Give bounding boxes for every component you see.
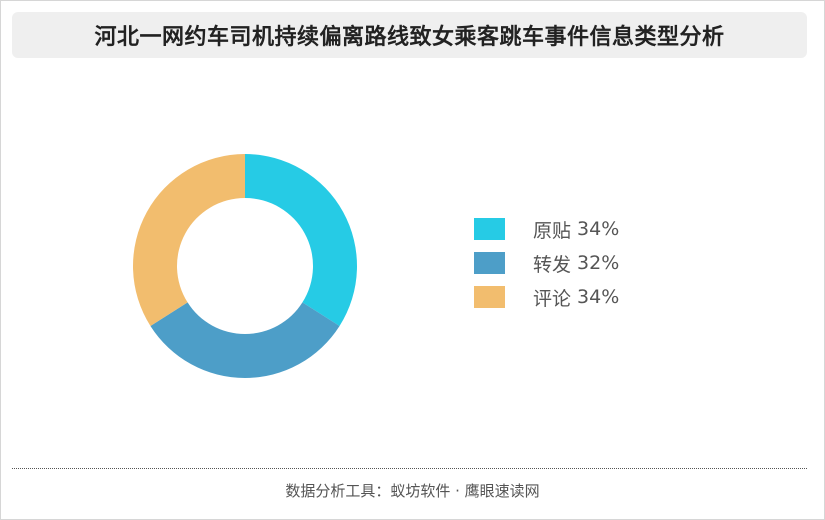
chart-legend: 原贴 34% 转发 32% 评论 34% — [474, 212, 619, 314]
legend-value-repost: 32% — [577, 252, 620, 274]
donut-slices — [133, 154, 357, 378]
donut-slice-original — [245, 154, 357, 327]
legend-item-original: 原贴 34% — [474, 212, 619, 246]
legend-label-comment: 评论 — [533, 287, 572, 310]
donut-slice-repost — [150, 302, 340, 378]
footer-divider — [12, 468, 807, 469]
legend-swatch-original — [474, 218, 505, 240]
legend-swatch-repost — [474, 252, 505, 274]
legend-item-comment: 评论 34% — [474, 280, 619, 314]
legend-item-repost: 转发 32% — [474, 246, 619, 280]
legend-label-original: 原贴 — [533, 219, 572, 242]
legend-value-original: 34% — [577, 218, 620, 240]
donut-slice-comment — [133, 154, 245, 327]
legend-value-comment: 34% — [577, 286, 620, 308]
legend-label-repost: 转发 — [533, 253, 572, 276]
title-bar: 河北一网约车司机持续偏离路线致女乘客跳车事件信息类型分析 — [12, 12, 807, 58]
legend-swatch-comment — [474, 286, 505, 308]
footer-source: 数据分析工具：蚁坊软件 · 鹰眼速读网 — [285, 482, 540, 500]
chart-title: 河北一网约车司机持续偏离路线致女乘客跳车事件信息类型分析 — [94, 25, 725, 50]
